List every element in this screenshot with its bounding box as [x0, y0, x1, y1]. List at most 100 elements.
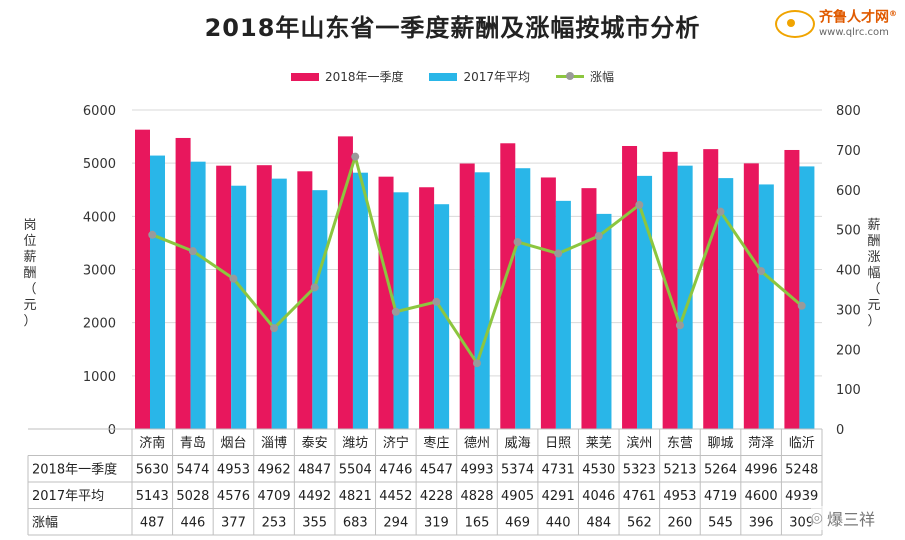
bar-2017	[352, 172, 368, 429]
watermark-text: 爆三祥	[826, 510, 875, 529]
y-tick-label-right: 300	[836, 303, 861, 318]
x-tick-label: 莱芜	[586, 436, 612, 451]
bar-2018	[297, 171, 313, 430]
y-tick-label-left: 5000	[83, 157, 116, 172]
table-cell: 4492	[298, 489, 331, 504]
table-cell: 683	[343, 516, 368, 531]
bar-2017	[271, 178, 287, 429]
growth-point	[675, 321, 684, 330]
table-cell: 355	[302, 516, 327, 531]
legend-label-2018: 2018年一季度	[324, 70, 404, 84]
y-tick-label-right: 500	[836, 224, 861, 239]
x-tick-label: 淄博	[261, 436, 287, 451]
table-cell: 5630	[136, 463, 169, 478]
chart-title: 2018年山东省一季度薪酬及涨幅按城市分析	[204, 14, 701, 42]
bar-2018	[540, 177, 556, 429]
table-cell: 5248	[785, 463, 818, 478]
bar-2017	[799, 166, 815, 429]
table-cell: 484	[586, 516, 611, 531]
growth-point	[757, 267, 766, 276]
x-tick-label: 威海	[505, 436, 531, 451]
y-tick-label-left: 4000	[83, 210, 116, 225]
growth-point	[594, 232, 603, 241]
bar-2018	[703, 149, 719, 429]
table-cell: 4530	[582, 463, 615, 478]
legend-item-2018: 2018年一季度	[290, 68, 404, 85]
table-cell: 4600	[745, 489, 778, 504]
x-tick-label: 烟台	[220, 436, 246, 451]
table-cell: 4719	[704, 489, 737, 504]
y-tick-label-right: 400	[836, 264, 861, 279]
table-cell: 4452	[379, 489, 412, 504]
table-cell: 469	[505, 516, 530, 531]
bar-2018	[459, 163, 475, 430]
bar-2018	[662, 151, 678, 429]
table-cell: 4709	[258, 489, 291, 504]
bar-2018	[256, 165, 272, 429]
table-cell: 4953	[663, 489, 696, 504]
bar-2018	[743, 163, 759, 429]
table-cell: 5374	[501, 463, 534, 478]
bar-2017	[758, 184, 774, 429]
y-tick-label-right: 800	[836, 104, 861, 119]
table-cell: 4993	[460, 463, 493, 478]
table-cell: 5323	[623, 463, 656, 478]
bar-2017	[718, 178, 734, 429]
x-tick-label: 临沂	[789, 436, 815, 451]
bar-2017	[434, 204, 450, 429]
table-cell: 4962	[258, 463, 291, 478]
table-cell: 253	[262, 516, 287, 531]
table-cell: 4828	[460, 489, 493, 504]
table-row-label: 2017年平均	[32, 489, 104, 504]
brand-logo-icon	[775, 10, 815, 38]
x-tick-label: 青岛	[180, 435, 206, 451]
bar-2018	[622, 145, 638, 429]
y-axis-label-right: 薪酬涨幅（元）	[867, 218, 881, 329]
growth-point	[432, 297, 441, 306]
y-tick-label-right: 600	[836, 184, 861, 199]
bar-2018	[378, 176, 394, 429]
x-tick-label: 潍坊	[342, 436, 368, 451]
watermark: ◎ 爆三祥	[810, 506, 875, 530]
legend-item-growth: 涨幅	[556, 68, 614, 85]
growth-point	[351, 152, 360, 161]
legend-item-2017: 2017年平均	[429, 68, 530, 85]
y-axis-label-left: 岗位薪酬（元）	[23, 218, 37, 329]
table-cell: 396	[749, 516, 774, 531]
table-cell: 377	[221, 516, 246, 531]
y-tick-label-left: 1000	[83, 370, 116, 385]
bar-2018	[581, 188, 597, 429]
table-row-label: 2018年一季度	[32, 462, 117, 478]
bar-2017	[150, 155, 165, 429]
growth-point	[473, 359, 481, 368]
table-cell: 4576	[217, 489, 250, 504]
legend-swatch-growth	[556, 72, 585, 80]
table-cell: 4761	[623, 489, 656, 504]
y-tick-label-left: 6000	[83, 104, 116, 119]
table-cell: 4953	[217, 463, 250, 478]
table-cell: 4746	[379, 463, 412, 478]
growth-point	[188, 247, 197, 256]
growth-point	[716, 207, 725, 216]
legend-label-2017: 2017年平均	[463, 70, 531, 84]
growth-point	[513, 237, 522, 246]
y-tick-label-right: 0	[836, 423, 844, 438]
table-cell: 5264	[704, 463, 737, 478]
bar-2017	[474, 172, 490, 429]
x-tick-label: 菏泽	[748, 436, 774, 451]
table-cell: 5213	[663, 463, 696, 478]
growth-point	[554, 249, 563, 258]
table-cell: 4939	[785, 489, 818, 504]
bar-2018	[216, 165, 232, 429]
table-cell: 4228	[420, 489, 453, 504]
x-tick-label: 东营	[667, 436, 693, 451]
growth-point	[797, 301, 806, 310]
table-cell: 4731	[542, 463, 575, 478]
brand-logo-block: 齐鲁人才网® www.qlrc.com	[775, 10, 897, 38]
bar-2018	[337, 136, 353, 429]
table-cell: 294	[383, 516, 408, 531]
growth-point	[270, 324, 279, 333]
y-tick-label-right: 100	[836, 383, 861, 398]
table-cell: 319	[424, 516, 449, 531]
bar-2018	[500, 143, 516, 429]
